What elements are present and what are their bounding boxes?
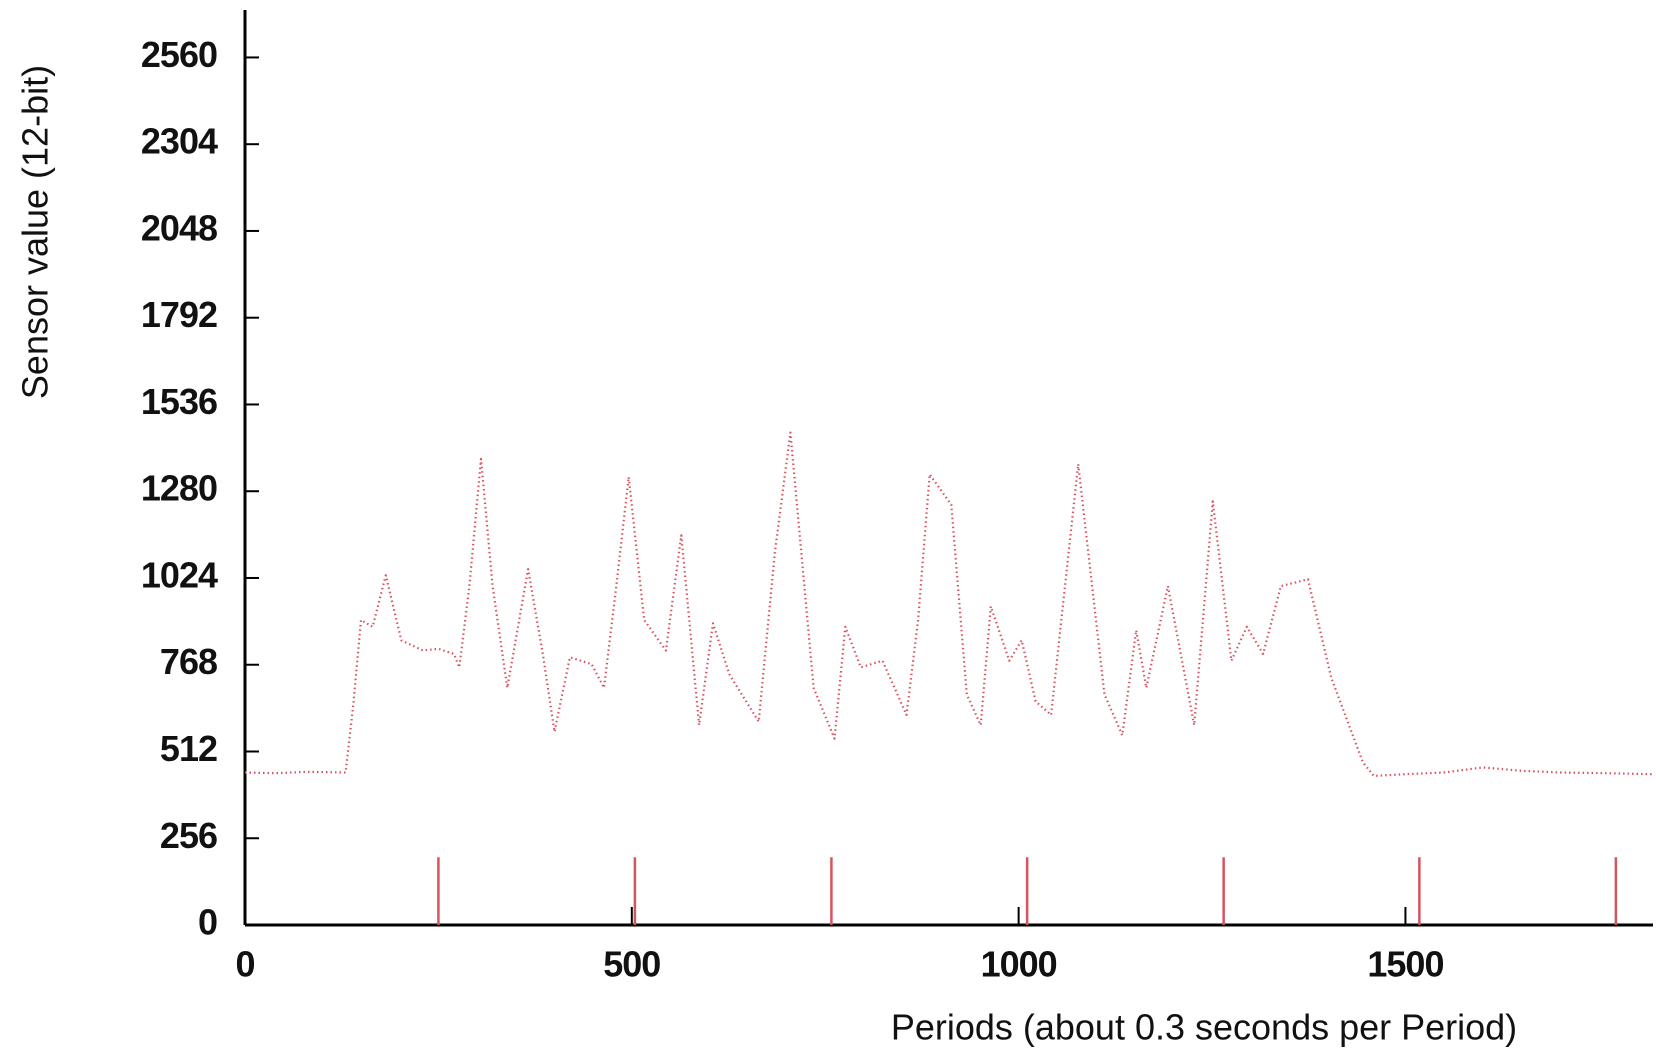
x-axis-title: Periods (about 0.3 seconds per Period) — [891, 1007, 1517, 1048]
y-tick-label: 1792 — [141, 294, 217, 335]
y-tick-label: 768 — [160, 641, 217, 682]
x-tick-label: 1500 — [1367, 944, 1443, 985]
y-tick-label: 2304 — [141, 121, 218, 162]
y-tick-label: 256 — [160, 815, 217, 856]
y-tick-label: 2048 — [141, 207, 217, 248]
y-tick-label: 512 — [160, 728, 217, 769]
y-tick-label: 1280 — [141, 468, 217, 509]
y-tick-label: 0 — [198, 902, 217, 943]
series-line — [244, 431, 1654, 777]
y-tick-label: 1024 — [141, 554, 218, 595]
y-axis-title: Sensor value (12-bit) — [15, 65, 56, 399]
x-tick-label: 0 — [235, 944, 254, 985]
x-tick-label: 500 — [603, 944, 660, 985]
x-tick-label: 1000 — [981, 944, 1057, 985]
y-tick-label: 2560 — [141, 34, 217, 75]
y-tick-label: 1536 — [141, 381, 217, 422]
